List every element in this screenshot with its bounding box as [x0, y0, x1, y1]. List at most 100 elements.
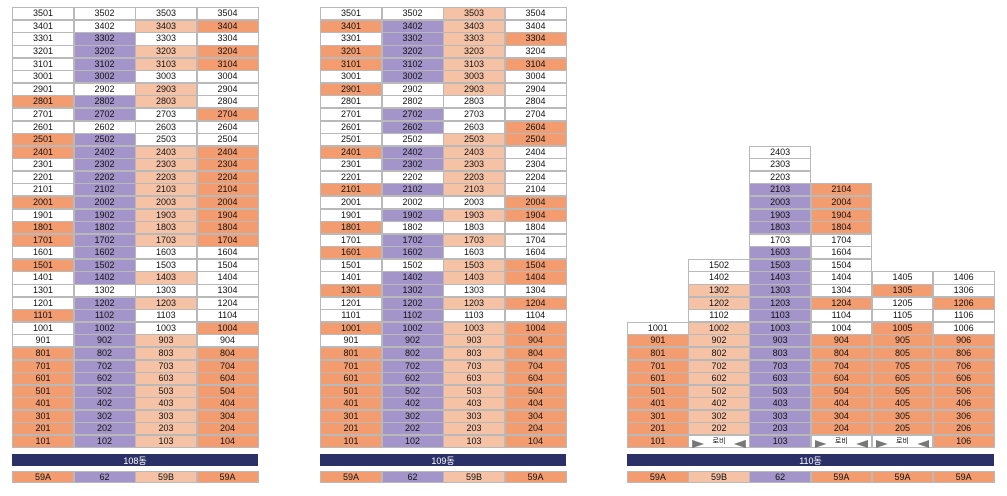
unit-cell: 2902: [381, 82, 444, 96]
unit-cell: 2101: [12, 183, 74, 197]
unit-cell: 2302: [381, 158, 444, 172]
unit-cell: 606: [932, 372, 995, 386]
unit-cell: 1302: [73, 284, 136, 298]
unit-cell: 2402: [381, 145, 444, 159]
unit-cell: 904: [810, 334, 873, 348]
unit-cell: 3003: [443, 70, 505, 84]
unit-cell: 1603: [135, 246, 197, 260]
unit-cell: 3403: [443, 19, 505, 33]
unit-cell: 301: [12, 409, 74, 423]
unit-cell: 703: [135, 359, 197, 373]
unit-cell: 1201: [320, 296, 382, 310]
unit-cell: 2804: [196, 95, 259, 109]
unit-cell: 1005: [871, 321, 934, 335]
unit-cell: 2401: [12, 145, 74, 159]
unit-cell: 1702: [73, 233, 136, 247]
unit-cell: 1901: [12, 208, 74, 222]
unit-cell: 401: [320, 397, 382, 411]
unit-cell: 1501: [320, 258, 382, 272]
unit-cell: 903: [443, 334, 505, 348]
unit-cell: 1205: [871, 296, 934, 310]
unit-cell: 403: [135, 397, 197, 411]
unit-cell: 2903: [443, 82, 505, 96]
unit-cell: 2103: [443, 183, 505, 197]
unit-cell: 2103: [749, 183, 811, 197]
unit-cell: 1301: [12, 284, 74, 298]
unit-cell: 602: [688, 372, 750, 386]
unit-cell: 405: [871, 397, 934, 411]
unit-type-label: 59B: [443, 471, 505, 483]
unit-cell: 3401: [320, 19, 382, 33]
unit-cell: 603: [443, 372, 505, 386]
unit-cell: 1304: [810, 284, 873, 298]
unit-cell: 804: [196, 346, 259, 361]
unit-cell: 1604: [810, 246, 873, 260]
unit-cell: 1304: [196, 284, 259, 298]
unit-cell: 1704: [504, 233, 567, 247]
unit-cell: 804: [810, 346, 873, 361]
unit-cell: 2203: [443, 170, 505, 184]
unit-cell: 702: [381, 359, 444, 373]
unit-cell: 2303: [443, 158, 505, 172]
unit-cell: 2602: [73, 120, 136, 134]
unit-type-label: 59A: [12, 471, 74, 483]
unit-cell: 802: [73, 346, 136, 361]
unit-cell: 2001: [320, 195, 382, 210]
unit-cell: 3304: [504, 32, 567, 46]
unit-cell: 2102: [381, 183, 444, 197]
unit-cell: 301: [320, 409, 382, 423]
unit-cell: 2902: [73, 82, 136, 96]
unit-cell: 2301: [320, 158, 382, 172]
unit-cell: 101: [627, 435, 689, 449]
unit-cell: 1502: [381, 258, 444, 272]
unit-cell: 3302: [73, 32, 136, 46]
unit-cell: 2304: [504, 158, 567, 172]
unit-cell: 3002: [381, 70, 444, 84]
unit-cell: 2302: [73, 158, 136, 172]
unit-cell: 3103: [135, 57, 197, 71]
unit-cell: 2104: [196, 183, 259, 197]
unit-cell: 305: [871, 409, 934, 423]
unit-cell: 2404: [196, 145, 259, 159]
unit-cell: 203: [749, 422, 811, 436]
unit-cell: 1104: [196, 309, 259, 323]
unit-cell: 702: [688, 359, 750, 373]
unit-cell: 2204: [504, 170, 567, 184]
unit-cell: 504: [504, 384, 567, 398]
unit-cell: 2201: [320, 170, 382, 184]
unit-cell: 503: [749, 384, 811, 398]
unit-cell: 1603: [443, 246, 505, 260]
unit-cell: 404: [196, 397, 259, 411]
unit-cell: 2802: [73, 95, 136, 109]
unit-cell: 1301: [320, 284, 382, 298]
unit-type-label: 59B: [688, 471, 750, 483]
unit-type-label: 59A: [932, 471, 995, 483]
unit-cell: 1703: [135, 233, 197, 247]
unit-cell: 1105: [871, 309, 934, 323]
unit-cell: 2703: [135, 107, 197, 121]
unit-cell: 2502: [381, 133, 444, 147]
unit-cell: 704: [504, 359, 567, 373]
unit-cell: 502: [688, 384, 750, 398]
unit-cell: 802: [688, 346, 750, 361]
unit-cell: 2101: [320, 183, 382, 197]
unit-cell: 2202: [73, 170, 136, 184]
unit-cell: 1304: [504, 284, 567, 298]
unit-cell: 1703: [749, 233, 811, 247]
unit-cell: 2403: [749, 145, 811, 159]
unit-cell: 803: [749, 346, 811, 361]
unit-cell: 702: [73, 359, 136, 373]
unit-cell: 1004: [504, 321, 567, 335]
unit-cell: 203: [443, 422, 505, 436]
unit-cell: 3401: [12, 19, 74, 33]
unit-cell: 3203: [443, 45, 505, 59]
unit-cell: 406: [932, 397, 995, 411]
lobby-label: 로비: [894, 438, 911, 446]
unit-cell: 306: [932, 409, 995, 423]
unit-cell: 2604: [504, 120, 567, 134]
unit-cell: 1203: [749, 296, 811, 310]
lobby-cell: 로비: [871, 435, 934, 449]
unit-cell: 1106: [932, 309, 995, 323]
unit-cell: 3503: [443, 7, 505, 21]
unit-cell: 2403: [135, 145, 197, 159]
